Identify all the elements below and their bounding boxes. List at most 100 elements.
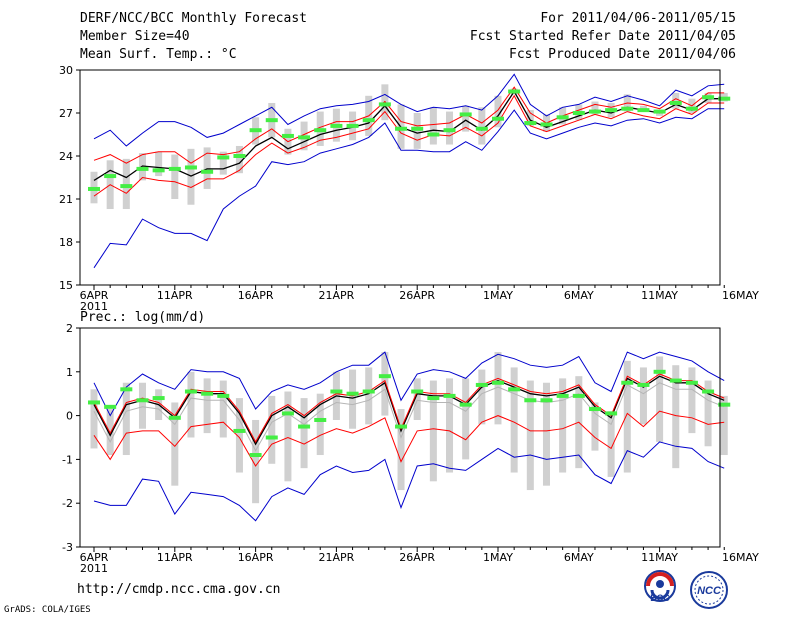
obs-marker (314, 128, 327, 133)
obs-marker (298, 424, 311, 429)
obs-marker (346, 123, 359, 128)
obs-marker (637, 382, 650, 387)
refer-date: Fcst Started Refer Date 2011/04/05 (469, 29, 736, 44)
obs-range-bar (607, 411, 615, 477)
obs-range-bar (413, 378, 421, 420)
obs-marker (362, 118, 375, 123)
obs-marker (104, 174, 117, 179)
obs-marker (459, 402, 472, 407)
obs-range-bar (656, 356, 664, 442)
obs-range-bar (526, 380, 534, 491)
obs-range-bar (413, 113, 421, 149)
y-tick-label: 2 (66, 322, 73, 335)
obs-marker (524, 121, 537, 126)
obs-marker (249, 453, 262, 458)
obs-marker (136, 398, 149, 403)
x-year-label: 2011 (80, 562, 108, 575)
obs-marker (411, 389, 424, 394)
x-tick-label: 16APR (238, 289, 274, 302)
obs-marker (88, 186, 100, 191)
chart-title: DERF/NCC/BCC Monthly Forecast (80, 11, 307, 26)
obs-range-bar (704, 380, 712, 447)
obs-marker (330, 389, 343, 394)
obs-marker (330, 123, 343, 128)
obs-marker (556, 115, 569, 120)
obs-marker (152, 168, 165, 173)
series-line (93, 94, 725, 197)
obs-marker (249, 128, 262, 133)
x-tick-label: 26APR (399, 551, 435, 564)
obs-marker (556, 393, 569, 398)
x-tick-label: 16MAY (722, 289, 759, 302)
member-size-label: Member Size=40 (80, 29, 190, 44)
x-tick-label: 6MAY (564, 551, 594, 564)
obs-marker (572, 393, 585, 398)
series-line (93, 86, 725, 164)
obs-marker (395, 126, 408, 131)
x-tick-label: 11MAY (641, 289, 678, 302)
x-tick-label: 11APR (157, 289, 193, 302)
obs-marker (621, 106, 634, 111)
obs-range-bar (187, 371, 195, 438)
series-line (93, 108, 725, 269)
obs-marker (508, 387, 521, 392)
obs-range-bar (349, 369, 357, 429)
y-tick-label: 24 (59, 150, 73, 163)
obs-range-bar (429, 380, 437, 482)
x-tick-label: 1MAY (483, 551, 513, 564)
obs-marker (217, 393, 230, 398)
obs-range-bar (284, 391, 292, 482)
obs-range-bar (720, 395, 728, 456)
obs-range-bar (559, 378, 567, 473)
obs-range-bar (462, 378, 470, 460)
obs-marker (201, 169, 214, 174)
obs-marker (475, 126, 488, 131)
series-line (93, 375, 725, 446)
obs-range-bar (623, 360, 631, 473)
obs-range-bar (171, 154, 179, 199)
obs-range-bar (252, 419, 260, 504)
x-tick-label: 6APR (80, 551, 109, 564)
obs-range-bar (478, 107, 486, 145)
obs-marker (685, 106, 698, 111)
obs-marker (136, 166, 149, 171)
obs-marker (669, 378, 682, 383)
obs-marker (605, 108, 618, 113)
obs-range-bar (478, 369, 486, 425)
obs-marker (152, 396, 165, 401)
series-line (93, 441, 725, 522)
obs-marker (184, 165, 197, 170)
obs-marker (653, 109, 666, 114)
obs-marker (572, 111, 585, 115)
obs-marker (492, 116, 504, 121)
x-year-label: 2011 (80, 300, 108, 313)
obs-marker (588, 407, 601, 412)
x-tick-label: 6MAY (564, 289, 594, 302)
obs-marker (702, 95, 715, 100)
obs-range-bar (494, 352, 502, 425)
obs-marker (233, 154, 246, 158)
obs-marker (378, 102, 391, 107)
obs-marker (120, 184, 133, 189)
obs-range-bar (591, 101, 599, 115)
bcc-logo-text: BCC (650, 593, 670, 603)
obs-range-bar (219, 380, 227, 438)
obs-range-bar (235, 398, 243, 473)
obs-marker (298, 135, 311, 140)
obs-marker (168, 166, 181, 171)
grads-credit: GrADS: COLA/IGES (4, 605, 91, 615)
obs-range-bar (138, 382, 146, 429)
obs-marker (702, 389, 715, 394)
obs-marker (685, 380, 698, 385)
obs-range-bar (639, 367, 647, 425)
produced-date: Fcst Produced Date 2011/04/06 (509, 47, 736, 62)
obs-range-bar (494, 95, 502, 128)
obs-marker (427, 396, 440, 401)
obs-marker (540, 122, 553, 127)
obs-marker (621, 380, 634, 385)
obs-marker (459, 112, 472, 117)
series-line (93, 373, 725, 443)
y-tick-label: 21 (59, 193, 73, 206)
obs-marker (314, 417, 327, 422)
